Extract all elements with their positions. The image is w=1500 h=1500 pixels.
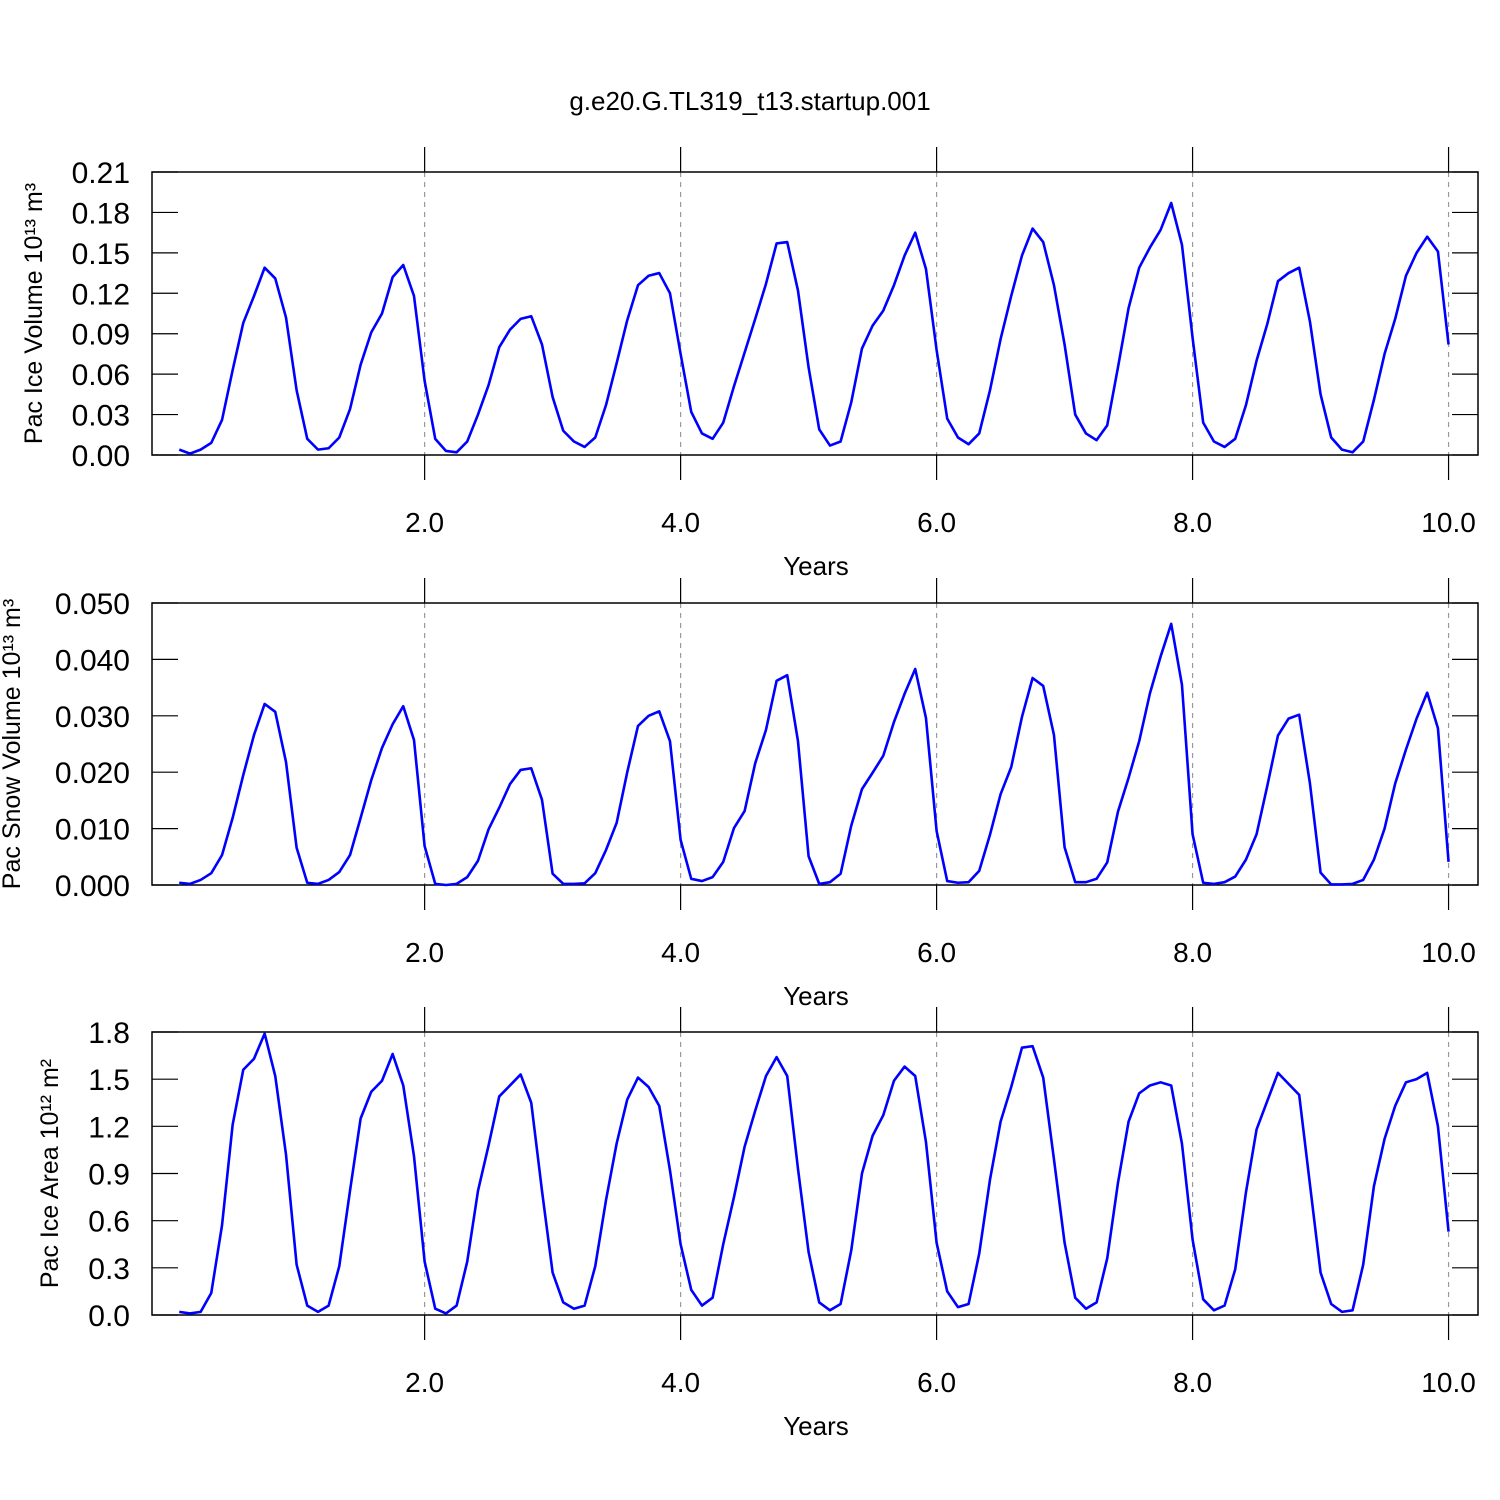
y-tick-label: 0.15 (72, 238, 130, 271)
y-tick-label: 0.010 (55, 814, 130, 847)
y-tick-label: 1.2 (88, 1111, 130, 1144)
x-tick-label: 2.0 (405, 1367, 444, 1398)
x-axis-label: Years (783, 551, 849, 581)
x-tick-label: 10.0 (1421, 1367, 1476, 1398)
y-axis-label: Pac Ice Area 10¹² m² (36, 1059, 64, 1288)
y-tick-label: 0.030 (55, 701, 130, 734)
x-tick-label: 6.0 (917, 1367, 956, 1398)
y-tick-label: 0.3 (88, 1253, 130, 1286)
y-tick-label: 1.5 (88, 1064, 130, 1097)
chart-title: g.e20.G.TL319_t13.startup.001 (569, 86, 930, 116)
x-tick-label: 6.0 (917, 937, 956, 968)
x-tick-label: 10.0 (1421, 937, 1476, 968)
y-tick-label: 0.18 (72, 197, 130, 230)
x-tick-label: 6.0 (917, 507, 956, 538)
x-axis-label: Years (783, 1411, 849, 1441)
y-tick-label: 0.040 (55, 644, 130, 677)
y-tick-label: 0.000 (55, 870, 130, 903)
y-tick-label: 0.0 (88, 1300, 130, 1333)
data-line (179, 1032, 1450, 1315)
plot-frame (151, 171, 1479, 456)
x-axis-label: Years (783, 981, 849, 1011)
y-tick-label: 0.9 (88, 1159, 130, 1192)
x-tick-label: 2.0 (405, 507, 444, 538)
x-tick-label: 2.0 (405, 937, 444, 968)
data-line (179, 622, 1450, 887)
y-tick-label: 1.8 (88, 1017, 130, 1050)
y-tick-label: 0.06 (72, 359, 130, 392)
plot-frame (151, 602, 1479, 886)
x-tick-label: 10.0 (1421, 507, 1476, 538)
y-axis-label: Pac Snow Volume 10¹³ m³ (0, 599, 26, 889)
x-tick-label: 8.0 (1173, 507, 1212, 538)
y-axis-label: Pac Ice Volume 10¹³ m³ (20, 183, 48, 444)
plot-frame (151, 1031, 1479, 1316)
y-tick-label: 0.03 (72, 400, 130, 433)
y-tick-label: 0.050 (55, 588, 130, 621)
y-tick-label: 0.020 (55, 757, 130, 790)
y-tick-label: 0.6 (88, 1206, 130, 1239)
x-tick-label: 4.0 (661, 937, 700, 968)
y-tick-label: 0.21 (72, 157, 130, 190)
x-tick-label: 8.0 (1173, 937, 1212, 968)
x-tick-label: 8.0 (1173, 1367, 1212, 1398)
y-tick-label: 0.09 (72, 319, 130, 352)
data-line (178, 201, 1450, 455)
y-tick-label: 0.00 (72, 440, 130, 473)
y-tick-label: 0.12 (72, 278, 130, 311)
x-tick-label: 4.0 (661, 507, 700, 538)
x-tick-label: 4.0 (661, 1367, 700, 1398)
